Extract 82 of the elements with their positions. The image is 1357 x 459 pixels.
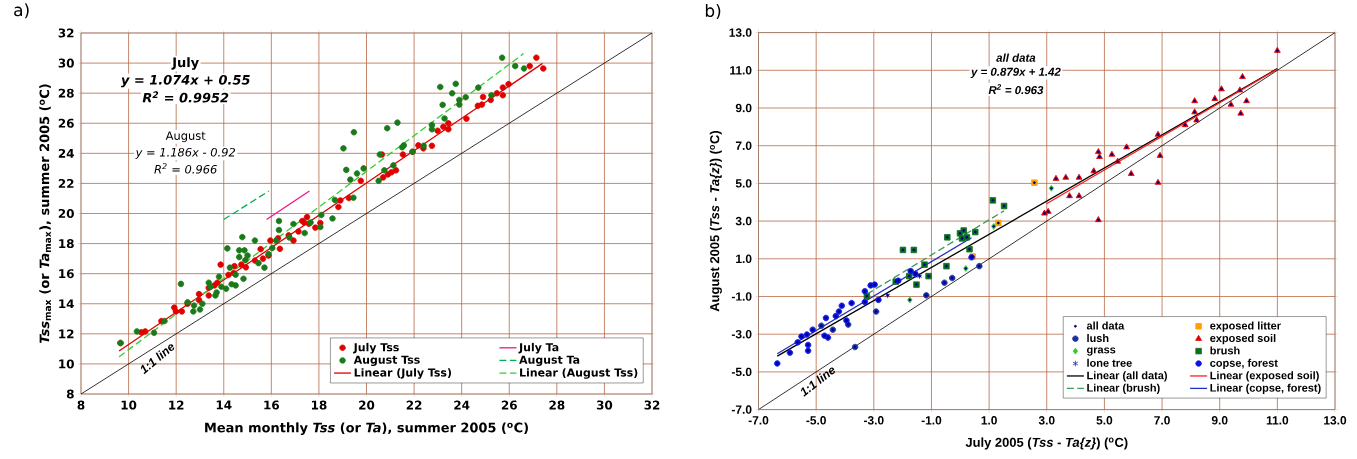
x-tick-label: 5.0 xyxy=(1096,416,1113,425)
legend-label: Linear (exposed soil) xyxy=(1210,371,1319,382)
y-tick-label: 5.0 xyxy=(735,179,752,188)
legend-label: grass xyxy=(1086,347,1116,356)
y-tick-label: 8 xyxy=(66,389,74,399)
y-tick-label: -1.0 xyxy=(731,292,752,301)
y-tick-label: 22 xyxy=(58,178,74,188)
legend-label: Linear (copse, forest) xyxy=(1210,383,1321,394)
y-tick-label: 28 xyxy=(58,88,74,98)
x-tick-label: 3.0 xyxy=(1038,416,1055,425)
x-tick-label: 18 xyxy=(311,400,327,410)
x-tick-label: 9.0 xyxy=(1211,416,1228,425)
annotation: R$^{2}$ = 0.9952 xyxy=(142,91,229,103)
y-tick-label: 24 xyxy=(58,148,74,158)
legend-label: Linear (August Tss) xyxy=(520,368,638,379)
x-tick-label: -7.0 xyxy=(748,416,769,425)
y-tick-label: 10 xyxy=(59,359,74,369)
x-tick-label: -5.0 xyxy=(806,416,826,425)
y-tick-label: 16 xyxy=(59,269,74,279)
x-tick-label: 30 xyxy=(596,400,613,410)
x-tick-label: 10 xyxy=(121,400,137,410)
annotation: y = 0.879x + 1.42 xyxy=(970,67,1061,79)
y-tick-label: 13.0 xyxy=(729,28,752,37)
y-tick-label: 11.0 xyxy=(730,66,752,75)
y-tick-label: -3.0 xyxy=(731,329,752,339)
legend-label: copse, forest xyxy=(1210,358,1278,370)
legend-label: lush xyxy=(1087,333,1109,343)
x-axis-title: Mean monthly Tss (or Ta), summer 2005 ($^{o}$C) xyxy=(205,422,528,436)
x-tick-label: 20 xyxy=(359,400,375,410)
legend-label: all data xyxy=(1086,321,1125,330)
chart-title: a) xyxy=(14,3,29,19)
x-tick-label: -1.0 xyxy=(921,416,942,425)
legend-label: Linear (July Tss) xyxy=(354,368,452,379)
y-tick-label: -5.0 xyxy=(731,367,752,377)
x-tick-label: -3.0 xyxy=(863,416,884,425)
legend-label: Linear (brush) xyxy=(1087,383,1160,394)
y-tick-label: 1.0 xyxy=(736,254,752,264)
annotation: all data xyxy=(996,53,1036,62)
annotation: 1:1 line xyxy=(140,344,175,375)
y-tick-label: 26 xyxy=(58,118,74,128)
annotation: y = 1.074x + 0.55 xyxy=(120,74,250,88)
legend-label: exposed litter xyxy=(1210,321,1281,332)
x-tick-label: 22 xyxy=(406,400,422,410)
annotation: August xyxy=(165,131,206,143)
y-tick-label: 9.0 xyxy=(735,103,752,113)
legend-label: brush xyxy=(1210,346,1240,355)
legend-label: Linear (all data) xyxy=(1087,371,1167,382)
x-axis-title: July 2005 (Tss - Ta{z}) ($^{o}$C) xyxy=(965,437,1128,450)
y-tick-label: 30 xyxy=(58,58,74,68)
x-tick-label: 16 xyxy=(264,400,280,410)
x-tick-label: 1.0 xyxy=(981,416,997,425)
legend-label: exposed soil xyxy=(1210,333,1276,345)
x-tick-label: 12 xyxy=(169,400,184,410)
x-tick-label: 24 xyxy=(454,400,470,410)
y-tick-label: 14 xyxy=(59,299,74,309)
x-tick-label: 8 xyxy=(77,400,85,410)
y-tick-label: 3.0 xyxy=(735,216,752,226)
x-tick-label: 26 xyxy=(501,400,517,410)
y-axis-title: August 2005 (Tss - Ta{z}) ($^{o}$C) xyxy=(709,131,722,312)
annotation: July xyxy=(171,57,199,70)
legend-label: July Tss xyxy=(353,342,399,354)
y-tick-label: 12 xyxy=(59,329,74,339)
chart-title: b) xyxy=(705,3,721,20)
annotation: y = 1.186x - 0.92 xyxy=(135,147,236,159)
y-tick-label: 18 xyxy=(59,239,74,249)
x-tick-label: 28 xyxy=(549,400,565,410)
x-tick-label: 32 xyxy=(644,400,660,410)
y-tick-label: 32 xyxy=(58,28,74,38)
annotation: 1:1 line xyxy=(801,367,835,397)
annotation: R$^{2}$ = 0.966 xyxy=(154,163,217,174)
x-tick-label: 7.0 xyxy=(1154,416,1170,425)
annotation: R$^{2}$ = 0.963 xyxy=(988,84,1044,95)
y-axis-title: Tss$_{max}$ (or Ta$_{max}$), summer 2005 ($^{o}$C) xyxy=(39,84,52,344)
y-tick-label: 20 xyxy=(58,208,74,219)
legend-label: August Tss xyxy=(353,355,420,367)
legend-label: July Ta xyxy=(518,342,559,354)
x-tick-label: 13.0 xyxy=(1324,416,1347,425)
legend-label: August Ta xyxy=(519,355,580,367)
legend-label: lone tree xyxy=(1087,358,1132,367)
x-tick-label: 14 xyxy=(216,400,232,410)
y-tick-label: 7.0 xyxy=(735,141,752,150)
x-tick-label: 11.0 xyxy=(1266,416,1289,425)
